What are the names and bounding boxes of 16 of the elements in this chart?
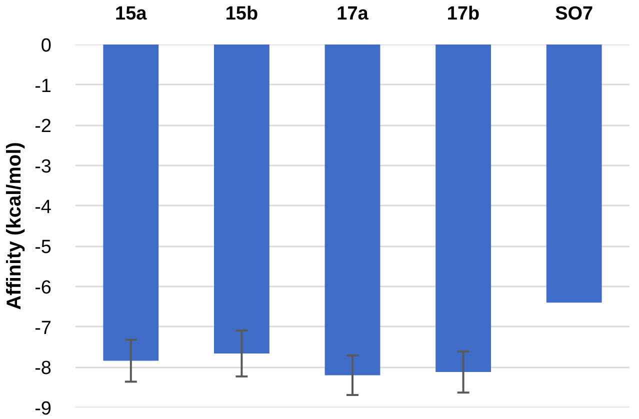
y-tick-label: -8 <box>34 358 52 380</box>
y-tick-label: -2 <box>34 116 52 138</box>
y-tick-label: -3 <box>34 156 52 178</box>
x-tick-label: 15a <box>115 4 148 24</box>
y-tick-label: -6 <box>34 278 52 298</box>
x-tick-label: 17a <box>336 4 369 24</box>
y-tick-label: -5 <box>34 237 52 258</box>
y-tick-label: -4 <box>34 196 52 218</box>
y-tick-label: -1 <box>34 76 52 97</box>
x-tick-label: SO7 <box>555 4 594 24</box>
y-axis-title: Affinity (kcal/mol) <box>4 142 26 310</box>
x-tick-label: 17b <box>446 4 480 24</box>
x-tick-label: 15b <box>225 4 258 24</box>
y-tick-label: 0 <box>40 36 52 56</box>
y-tick-label: -9 <box>34 398 52 419</box>
y-tick-label: -7 <box>34 318 52 339</box>
